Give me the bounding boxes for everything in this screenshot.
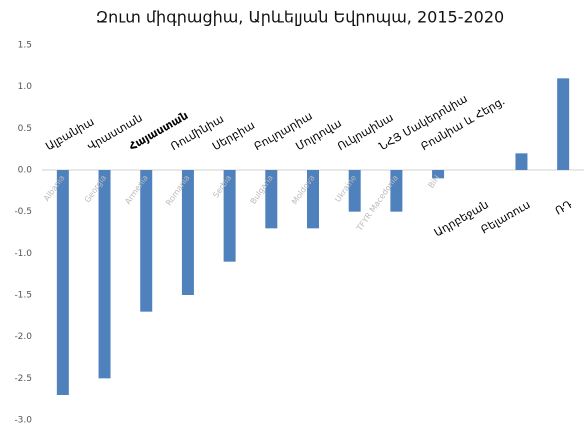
bar bbox=[265, 170, 278, 229]
bar bbox=[307, 170, 319, 229]
y-tick-label: 1.5 bbox=[18, 41, 32, 51]
bar bbox=[56, 170, 69, 395]
category-label: Ադրբեջան bbox=[432, 198, 491, 240]
bar bbox=[557, 78, 570, 170]
y-tick-label: -2.0 bbox=[14, 332, 32, 342]
bar bbox=[181, 170, 194, 295]
y-tick-label: 1.0 bbox=[18, 82, 33, 92]
y-tick-label: -1.0 bbox=[14, 249, 32, 259]
y-tick-label: -1.5 bbox=[14, 291, 32, 301]
y-tick-label: 0.5 bbox=[18, 124, 32, 134]
bar bbox=[98, 170, 111, 379]
y-tick-label: -2.5 bbox=[14, 374, 32, 384]
y-tick-label: -0.5 bbox=[14, 207, 32, 217]
y-tick-label: 0.0 bbox=[18, 166, 33, 176]
bar bbox=[432, 170, 445, 179]
bar bbox=[348, 170, 361, 212]
bar bbox=[515, 153, 528, 170]
chart-title: Զուտ միգրացիա, Արևելյան Եվրոպա, 2015-202… bbox=[96, 8, 504, 27]
bar bbox=[223, 170, 236, 262]
category-label: ՌԴ bbox=[553, 198, 574, 218]
bar bbox=[140, 170, 153, 312]
bar bbox=[390, 170, 403, 212]
y-tick-label: -3.0 bbox=[14, 416, 32, 424]
